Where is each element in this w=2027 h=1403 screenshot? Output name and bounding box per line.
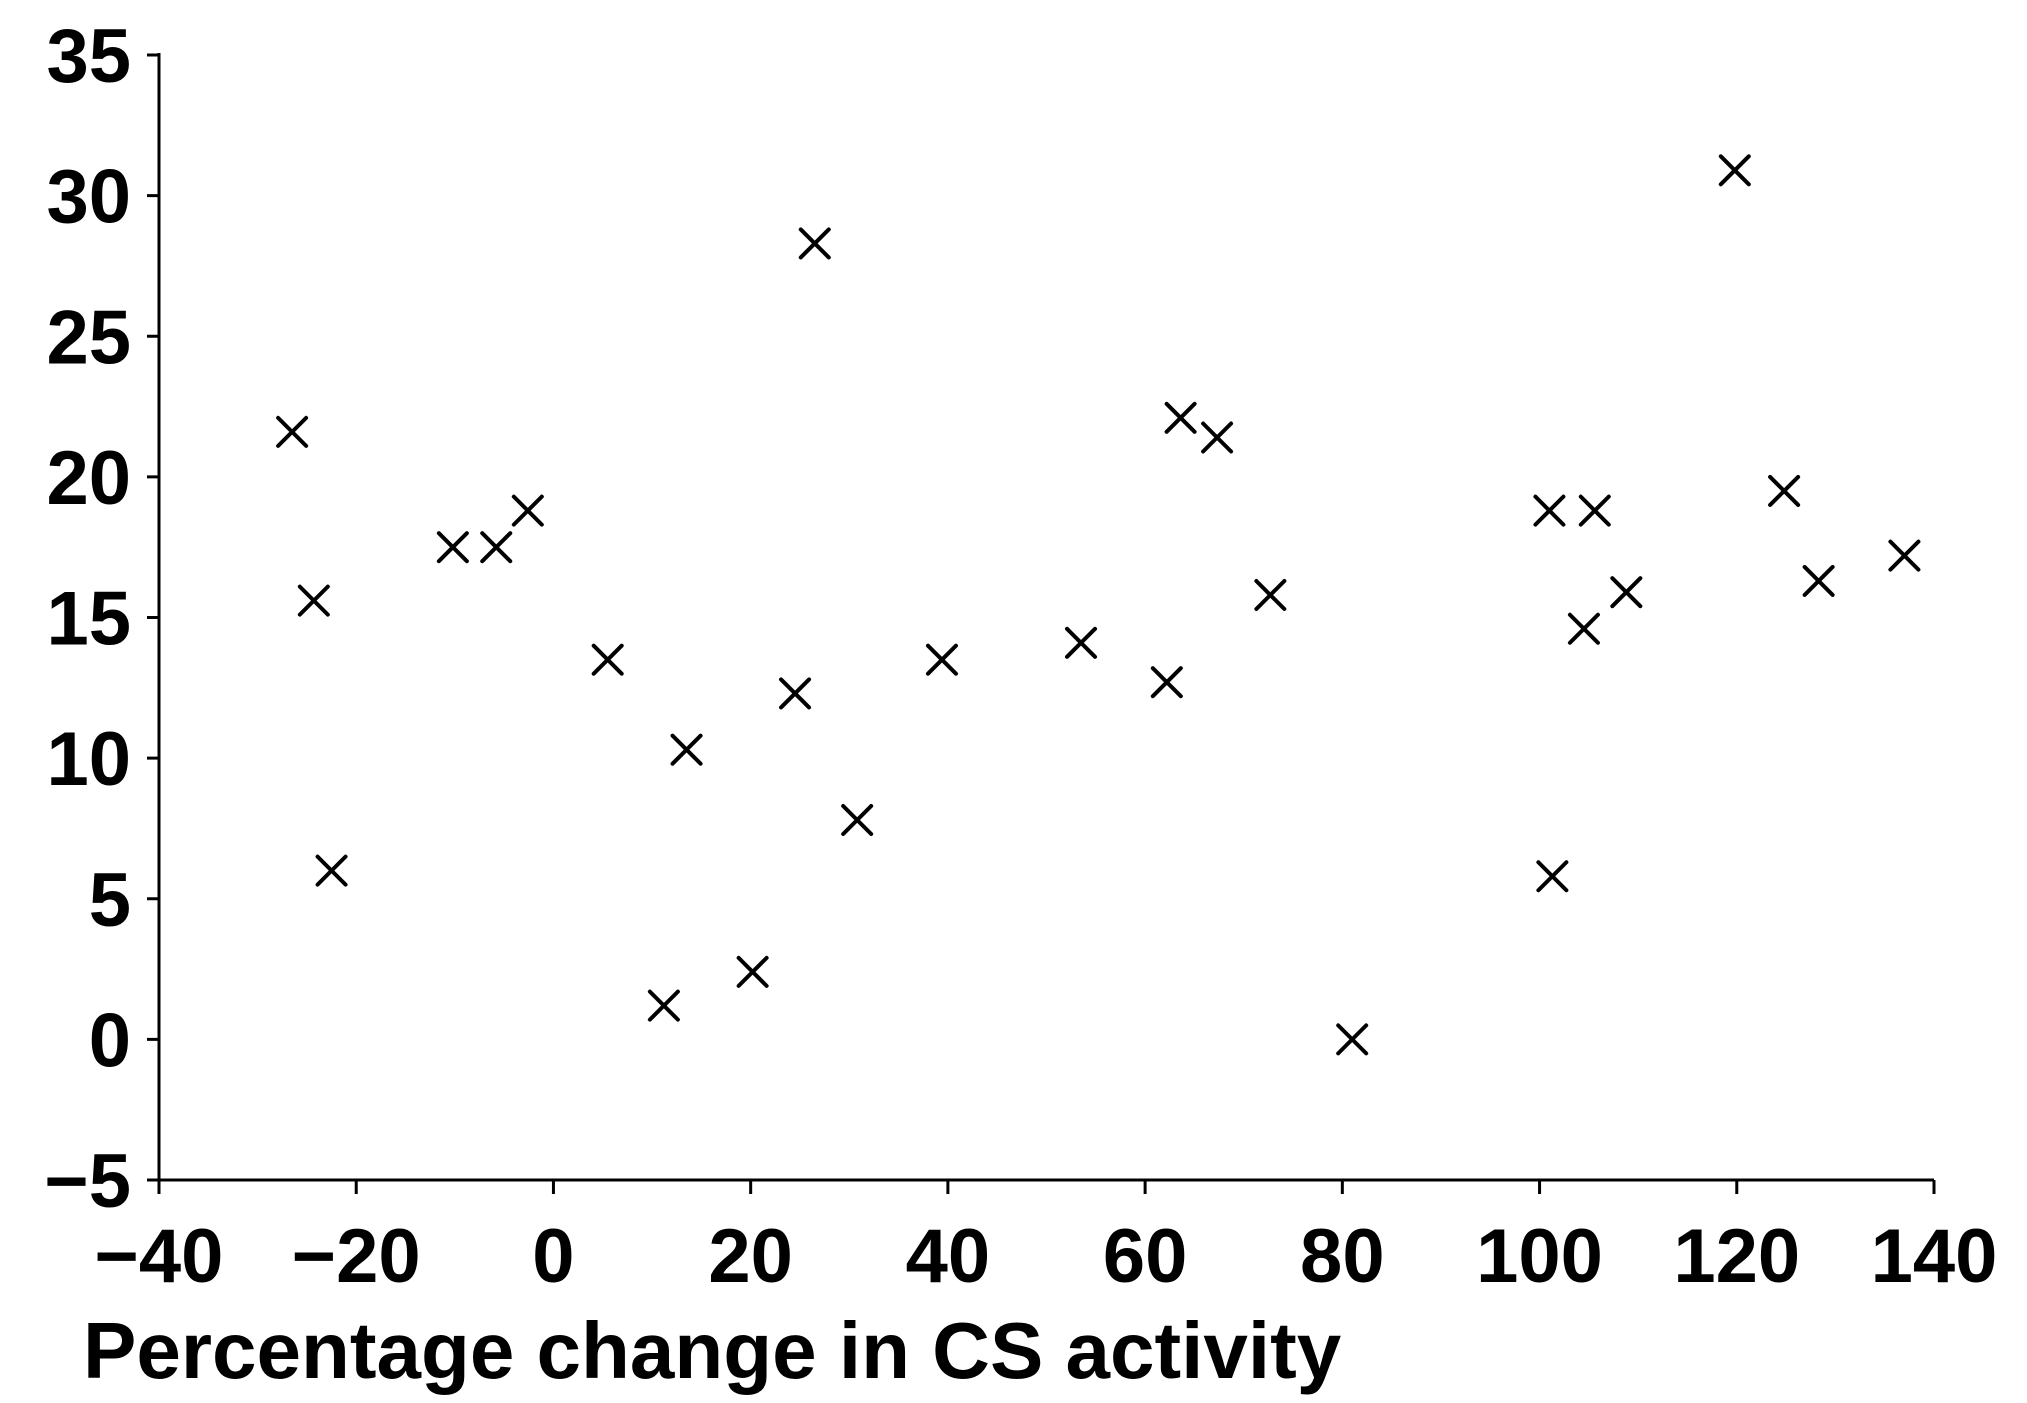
data-point [1536,860,1569,893]
tick-labels: −5 0 5 10 15 20 25 30 35 −40 −20 0 20 40 60 80 100 120 140 [44,14,1997,1299]
y-tick-label: 30 [46,155,131,240]
y-tick-label: 20 [46,436,131,521]
axes [157,53,1934,1182]
y-tick-label: 25 [46,295,131,380]
data-point [670,733,703,766]
data-point [1802,564,1835,597]
x-tick-label: 40 [906,1214,991,1299]
data-point [925,643,958,676]
data-point [276,415,309,448]
data-point [1533,494,1566,527]
data-point [511,494,544,527]
x-tick-label: 120 [1673,1214,1800,1299]
data-point [315,854,348,887]
x-tick-label: −40 [95,1214,224,1299]
data-point [798,227,831,260]
data-point [736,955,769,988]
data-point [1888,539,1921,572]
data-point [480,531,513,564]
data-point [1150,666,1183,699]
x-tick-label: 100 [1476,1214,1603,1299]
y-tick-label: 5 [89,858,131,943]
x-tick-label: −20 [292,1214,421,1299]
data-point [1610,576,1643,609]
data-point [1718,154,1751,187]
data-point [1567,612,1600,645]
data-point [1254,579,1287,611]
data-point [647,989,680,1022]
data-point [297,584,330,617]
x-tick-label: 140 [1871,1214,1998,1299]
data-point [591,643,624,676]
x-tick-label: 80 [1300,1214,1385,1299]
x-tick-label: 0 [532,1214,574,1299]
data-point [436,531,469,564]
data-point [1201,421,1234,454]
y-tick-label: 35 [46,14,131,99]
data-points [276,154,1921,1056]
x-tick-label: 20 [708,1214,793,1299]
data-point [779,677,812,710]
data-point [1578,494,1611,527]
y-tick-label: 15 [46,577,131,662]
data-point [1164,401,1197,434]
tick-marks [147,53,1936,1194]
data-point [1065,626,1098,659]
x-axis-title: Percentage change in CS activity [83,1306,1342,1395]
y-tick-label: 0 [89,998,131,1083]
data-point [1768,474,1801,507]
x-tick-label: 60 [1103,1214,1188,1299]
y-tick-label: 10 [46,717,131,802]
y-tick-label: −5 [44,1139,131,1224]
data-point [1336,1023,1369,1056]
data-point [841,804,874,836]
